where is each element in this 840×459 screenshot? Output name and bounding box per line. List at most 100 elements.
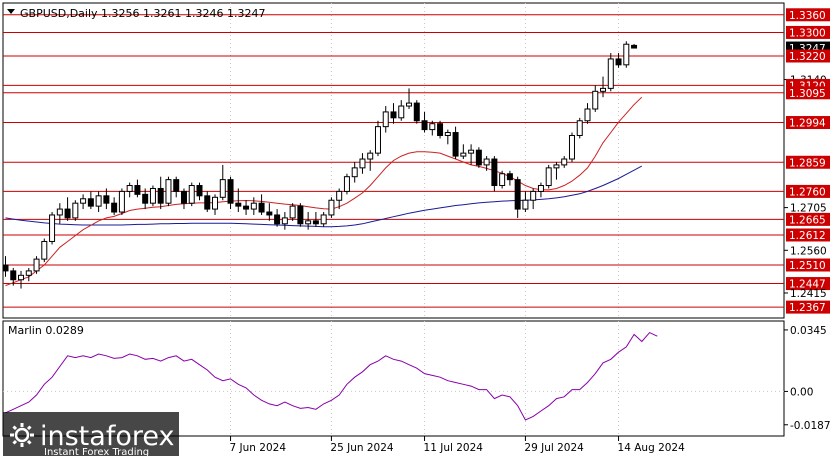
candle[interactable]: [553, 161, 560, 180]
candle[interactable]: [475, 147, 482, 168]
candle[interactable]: [281, 212, 288, 230]
candle[interactable]: [576, 117, 583, 139]
candle[interactable]: [72, 200, 79, 221]
candle[interactable]: [468, 144, 475, 165]
price-level-tag[interactable]: [786, 184, 830, 198]
candle[interactable]: [157, 176, 164, 210]
candle[interactable]: [584, 103, 591, 124]
price-level-tag[interactable]: [786, 228, 830, 242]
candle[interactable]: [196, 182, 203, 201]
price-level-tag[interactable]: [786, 258, 830, 272]
candle[interactable]: [18, 270, 25, 289]
candle[interactable]: [600, 76, 607, 98]
price-level-tag[interactable]: [786, 49, 830, 63]
candle[interactable]: [64, 197, 71, 221]
candle[interactable]: [134, 179, 141, 198]
candle[interactable]: [623, 41, 630, 68]
candle[interactable]: [235, 188, 242, 213]
candle[interactable]: [266, 203, 273, 221]
candle[interactable]: [173, 176, 180, 198]
candle[interactable]: [506, 170, 513, 186]
candle[interactable]: [227, 176, 234, 210]
candle[interactable]: [212, 194, 219, 215]
candle[interactable]: [452, 126, 459, 160]
candle[interactable]: [305, 212, 312, 230]
candle[interactable]: [250, 197, 257, 215]
candle[interactable]: [460, 144, 467, 160]
candle[interactable]: [25, 267, 32, 282]
candle[interactable]: [328, 197, 335, 218]
candle[interactable]: [336, 188, 343, 210]
candle[interactable]: [444, 129, 451, 145]
candle[interactable]: [56, 203, 63, 224]
candle[interactable]: [429, 120, 436, 136]
candle[interactable]: [95, 191, 102, 213]
candle[interactable]: [289, 203, 296, 221]
candle[interactable]: [2, 256, 9, 277]
price-level-tag[interactable]: [786, 8, 830, 22]
candle[interactable]: [374, 120, 381, 157]
candle[interactable]: [87, 191, 94, 210]
candle[interactable]: [49, 212, 56, 245]
candle[interactable]: [421, 111, 428, 133]
candle[interactable]: [351, 161, 358, 183]
candle[interactable]: [537, 182, 544, 198]
candle[interactable]: [499, 170, 506, 189]
candle[interactable]: [437, 120, 444, 139]
price-level-tag[interactable]: [786, 155, 830, 169]
candle[interactable]: [406, 88, 413, 109]
candle[interactable]: [297, 203, 304, 227]
candle[interactable]: [274, 209, 281, 227]
candle[interactable]: [631, 43, 638, 49]
candle[interactable]: [382, 106, 389, 133]
price-level-tag[interactable]: [786, 277, 830, 291]
candle[interactable]: [522, 191, 529, 213]
candle-body: [95, 195, 102, 207]
candle[interactable]: [126, 182, 133, 198]
price-level-tag[interactable]: [786, 212, 830, 226]
candle[interactable]: [592, 85, 599, 112]
candle[interactable]: [545, 164, 552, 189]
candle[interactable]: [398, 100, 405, 121]
candle[interactable]: [118, 188, 125, 215]
candle[interactable]: [80, 194, 87, 210]
candle[interactable]: [413, 100, 420, 124]
candle[interactable]: [615, 53, 622, 68]
candle[interactable]: [111, 197, 118, 215]
candle[interactable]: [312, 212, 319, 227]
candle[interactable]: [188, 182, 195, 207]
candle[interactable]: [514, 176, 521, 218]
candle[interactable]: [103, 188, 110, 210]
candle[interactable]: [10, 267, 17, 286]
candle[interactable]: [607, 53, 614, 92]
candle[interactable]: [568, 132, 575, 162]
price-level-tag[interactable]: [786, 25, 830, 39]
candle[interactable]: [390, 103, 397, 124]
price-level-tag[interactable]: [786, 300, 830, 314]
candle[interactable]: [483, 156, 490, 171]
candle[interactable]: [491, 156, 498, 192]
candle[interactable]: [149, 185, 156, 207]
candle[interactable]: [561, 156, 568, 168]
price-level-tag[interactable]: [786, 116, 830, 130]
candle[interactable]: [359, 153, 366, 174]
price-level-tag[interactable]: [786, 86, 830, 100]
candle[interactable]: [219, 164, 226, 201]
candle[interactable]: [41, 238, 48, 263]
candle[interactable]: [142, 188, 149, 210]
candle[interactable]: [204, 191, 211, 213]
candle[interactable]: [258, 194, 265, 215]
candle[interactable]: [530, 188, 537, 210]
candle[interactable]: [165, 176, 172, 207]
candle[interactable]: [320, 212, 327, 227]
candle[interactable]: [243, 200, 250, 215]
candle-body: [514, 179, 521, 210]
candle[interactable]: [367, 150, 374, 171]
candle[interactable]: [33, 256, 40, 274]
candle[interactable]: [180, 188, 187, 210]
dropdown-triangle-icon[interactable]: [7, 9, 15, 14]
candle[interactable]: [343, 173, 350, 195]
candle-body: [157, 187, 164, 204]
